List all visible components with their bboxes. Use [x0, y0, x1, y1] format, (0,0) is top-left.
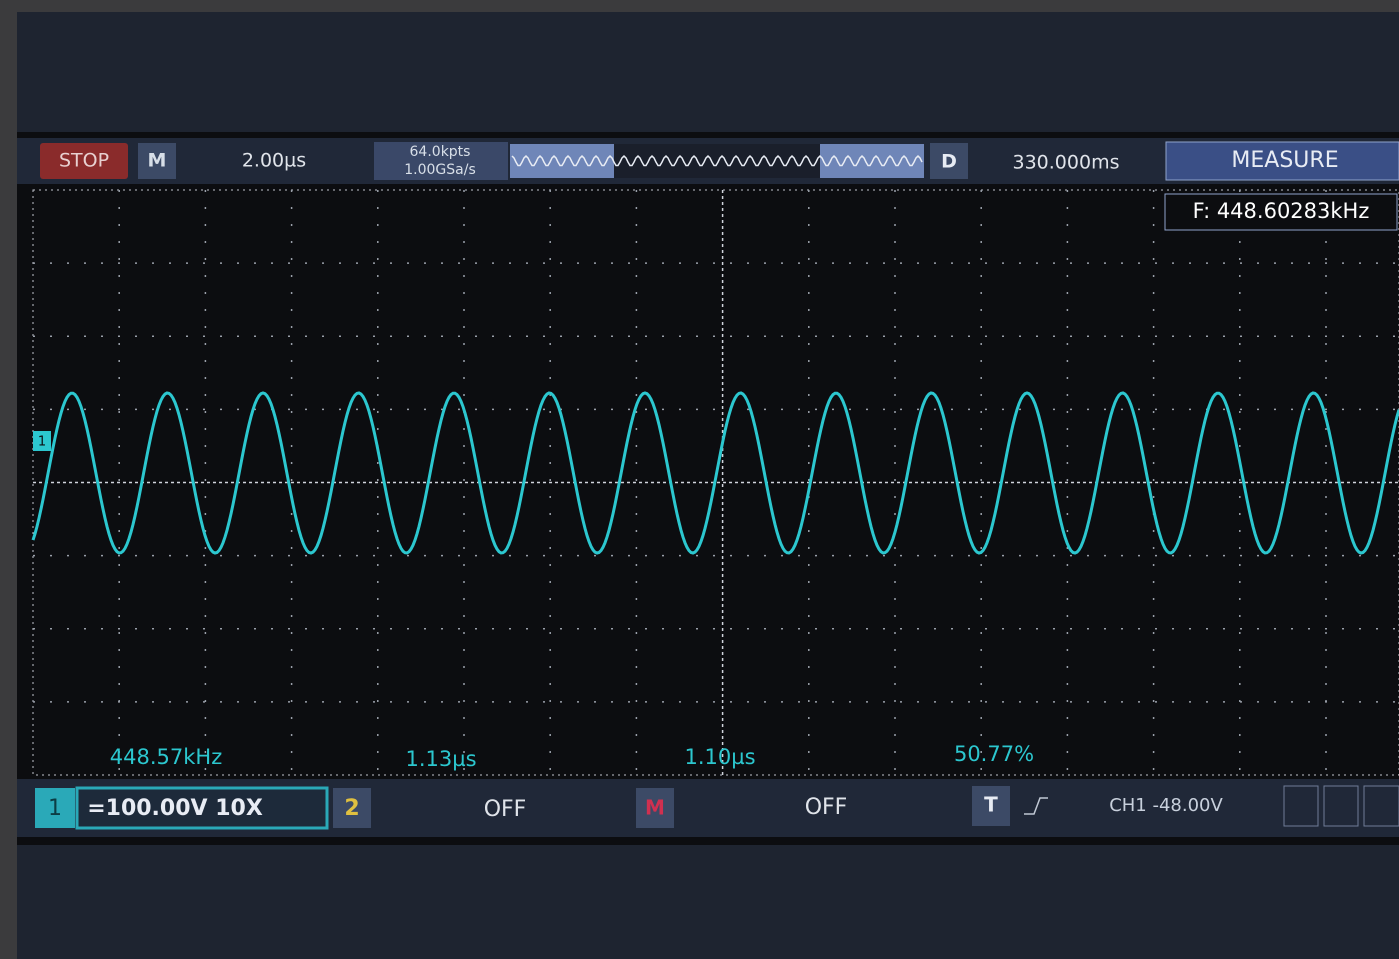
- trigger-mode: D: [941, 151, 957, 173]
- math-state: OFF: [805, 795, 848, 820]
- ch1-marker-label: 1: [38, 435, 46, 450]
- page: STOP M 2.00µs 64.0kpts 1.00GSa/s D 330.0…: [0, 0, 1399, 959]
- sample-rate: 1.00GSa/s: [404, 162, 476, 178]
- memory-window-left: [510, 144, 614, 178]
- trigger-level: CH1 -48.00V: [1109, 795, 1223, 816]
- readout-frequency: 448.57kHz: [110, 745, 222, 769]
- math: M: [645, 796, 665, 820]
- ch1: 1: [48, 796, 62, 821]
- menu: MEASURE: [1231, 148, 1338, 173]
- screen-bottom: [17, 837, 1399, 845]
- scope-photo: STOP M 2.00µs 64.0kpts 1.00GSa/s D 330.0…: [0, 0, 1399, 959]
- timebase: 2.00µs: [242, 150, 306, 172]
- measurement-frequency: F: 448.60283kHz: [1193, 199, 1370, 223]
- readout-duty: 50.77%: [954, 742, 1034, 766]
- mode: M: [148, 150, 167, 172]
- status: STOP: [59, 150, 109, 172]
- frame-top: [0, 0, 1399, 12]
- frame-left: [0, 0, 17, 959]
- readout-rise: 1.13µs: [405, 747, 476, 771]
- trigger-offset: 330.000ms: [1013, 152, 1120, 174]
- ch1-settings: =100.00V 10X: [87, 796, 263, 821]
- ch2-state: OFF: [484, 797, 527, 822]
- trigger: T: [984, 793, 998, 817]
- ch2: 2: [344, 796, 359, 821]
- readout-fall: 1.10µs: [684, 745, 755, 769]
- memory-depth: 64.0kpts: [410, 144, 471, 160]
